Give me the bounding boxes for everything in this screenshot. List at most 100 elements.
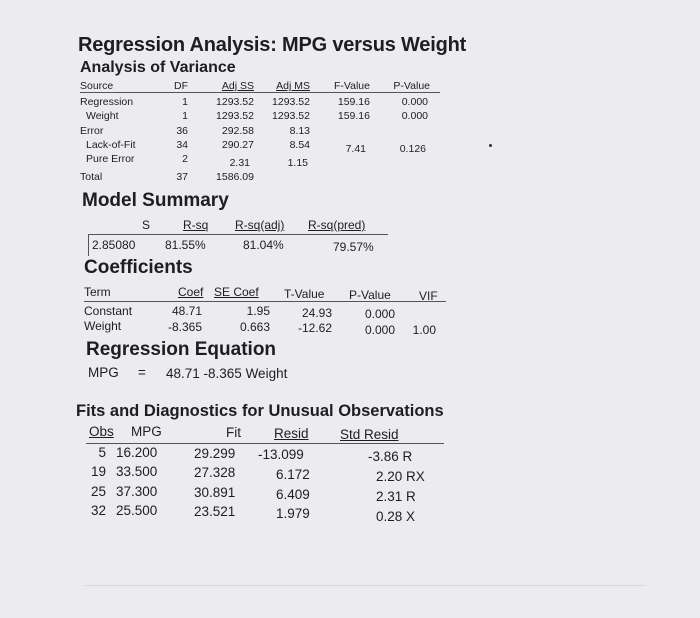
- equation-rhs: 48.71 -8.365 Weight: [166, 366, 288, 381]
- coef-col-pvalue: P-Value: [349, 288, 391, 302]
- coef-col-vif: VIF: [419, 289, 438, 303]
- model-summary-rsqpred: 79.57%: [333, 240, 374, 254]
- anova-adjss: 290.27: [221, 139, 254, 151]
- anova-adjss: 2.31: [229, 157, 250, 169]
- diag-header-rule: [86, 443, 444, 444]
- anova-df: 2: [182, 153, 188, 165]
- model-summary-col-s: S: [142, 218, 151, 232]
- coef-vif: 1.00: [412, 323, 436, 337]
- coef-value: 48.71: [171, 304, 202, 318]
- anova-adjms: 1293.52: [272, 110, 310, 122]
- diagnostics-heading: Fits and Diagnostics for Unusual Observa…: [76, 402, 444, 420]
- stray-mark: [489, 144, 492, 147]
- anova-df: 36: [176, 125, 188, 137]
- anova-col-fvalue: F-Value: [334, 80, 370, 92]
- anova-fvalue: 159.16: [337, 110, 370, 122]
- diag-obs: 5: [98, 445, 106, 460]
- anova-fvalue: 7.41: [345, 143, 366, 155]
- model-summary-rsq: 81.55%: [165, 238, 206, 252]
- diag-stdresid: 0.28 X: [376, 509, 416, 524]
- anova-adjms: 1293.52: [272, 96, 310, 108]
- diag-resid: 6.409: [276, 487, 310, 502]
- anova-source: Pure Error: [86, 153, 135, 165]
- anova-source: Regression: [80, 96, 134, 108]
- anova-adjss: 292.58: [221, 125, 254, 137]
- coef-header-rule: [84, 301, 446, 302]
- anova-df: 34: [176, 139, 188, 151]
- anova-col-df: DF: [174, 80, 188, 92]
- coef-se: 0.663: [239, 320, 270, 334]
- diag-fit: 23.521: [194, 504, 236, 519]
- diag-mpg: 25.500: [116, 503, 158, 518]
- coef-pvalue: 0.000: [364, 307, 395, 321]
- diag-mpg: 33.500: [116, 464, 158, 479]
- diag-stdresid: -3.86 R: [368, 449, 413, 464]
- anova-df: 37: [176, 171, 188, 183]
- equation-lhs: MPG: [88, 365, 119, 380]
- anova-fvalue: 159.16: [337, 96, 370, 108]
- model-summary-col-rsqpred: R-sq(pred): [308, 218, 366, 232]
- coef-term: Weight: [84, 319, 122, 333]
- anova-pvalue: 0.126: [399, 143, 426, 155]
- coefficients-heading: Coefficients: [84, 257, 193, 278]
- diag-mpg: 37.300: [116, 484, 158, 499]
- model-summary-rule: [88, 234, 388, 235]
- anova-source: Lack-of-Fit: [86, 139, 136, 151]
- diag-fit: 29.299: [194, 446, 236, 461]
- diag-col-obs: Obs: [89, 424, 114, 439]
- coef-tvalue: 24.93: [301, 306, 332, 320]
- equation-equals: =: [138, 365, 146, 380]
- anova-heading: Analysis of Variance: [80, 59, 236, 76]
- anova-adjss: 1293.52: [216, 96, 254, 108]
- anova-adjss: 1586.09: [216, 171, 254, 183]
- model-summary-col-rsqadj: R-sq(adj): [235, 218, 285, 232]
- coef-tvalue: -12.62: [297, 321, 332, 335]
- anova-source: Error: [80, 125, 104, 137]
- model-summary-rsqadj: 81.04%: [243, 238, 284, 252]
- diag-col-mpg: MPG: [131, 424, 162, 439]
- coef-col-term: Term: [84, 285, 111, 299]
- anova-adjms: 8.13: [289, 125, 310, 137]
- coef-col-coef: Coef: [178, 285, 204, 299]
- anova-df: 1: [182, 110, 188, 122]
- diag-fit: 27.328: [194, 465, 236, 480]
- anova-pvalue: 0.000: [401, 110, 428, 122]
- diag-fit: 30.891: [194, 485, 236, 500]
- diag-resid: 1.979: [276, 506, 310, 521]
- regression-equation-heading: Regression Equation: [86, 339, 277, 360]
- anova-adjms: 8.54: [289, 139, 310, 151]
- coef-col-tvalue: T-Value: [284, 287, 325, 301]
- anova-adjms: 1.15: [287, 157, 308, 169]
- coef-pvalue: 0.000: [364, 323, 395, 337]
- diag-obs: 25: [90, 484, 106, 499]
- anova-source: Weight: [86, 110, 119, 122]
- page-fold-line: [85, 585, 645, 586]
- model-summary-s: 2.85080: [92, 238, 136, 252]
- anova-col-adjms: Adj MS: [276, 80, 310, 92]
- model-summary-left-rule: [88, 234, 89, 256]
- diag-obs: 32: [90, 503, 106, 518]
- diag-col-stdresid: Std Resid: [340, 427, 399, 442]
- anova-adjss: 1293.52: [216, 110, 254, 122]
- coef-value: -8.365: [167, 320, 202, 334]
- anova-col-pvalue: P-Value: [393, 80, 430, 92]
- page-title: Regression Analysis: MPG versus Weight: [78, 34, 467, 56]
- anova-df: 1: [182, 96, 188, 108]
- coef-term: Constant: [84, 304, 133, 318]
- anova-col-adjss: Adj SS: [221, 80, 254, 92]
- model-summary-col-rsq: R-sq: [183, 218, 209, 232]
- diag-resid: 6.172: [276, 467, 310, 482]
- anova-pvalue: 0.000: [401, 96, 428, 108]
- coef-col-secoef: SE Coef: [214, 285, 259, 299]
- anova-col-source: Source: [80, 80, 114, 92]
- diag-obs: 19: [90, 464, 106, 479]
- diag-mpg: 16.200: [116, 445, 158, 460]
- diag-col-fit: Fit: [226, 425, 241, 440]
- anova-header-rule: [80, 92, 440, 93]
- anova-source: Total: [80, 171, 103, 183]
- coef-se: 1.95: [246, 304, 270, 318]
- diag-stdresid: 2.31 R: [376, 489, 416, 504]
- diag-col-resid: Resid: [274, 426, 309, 441]
- model-summary-heading: Model Summary: [82, 190, 229, 211]
